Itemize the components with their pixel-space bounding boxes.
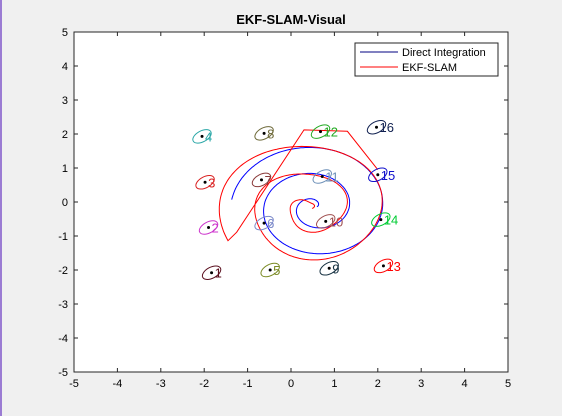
- y-tick-label: -2: [58, 265, 68, 277]
- x-tick-label: -4: [113, 378, 123, 390]
- landmark-label: 8: [267, 126, 274, 141]
- x-tick-label: -5: [69, 378, 79, 390]
- legend: Direct Integration EKF-SLAM: [354, 42, 499, 77]
- landmark-point: [262, 221, 266, 225]
- landmark-label: 7: [264, 173, 271, 188]
- landmark-10: 10: [316, 214, 343, 229]
- landmark-label: 4: [205, 129, 212, 144]
- y-tick-label: 0: [62, 197, 68, 209]
- landmark-ellipse: [366, 119, 387, 135]
- landmark-3: 3: [195, 175, 215, 190]
- y-tick-label: -5: [58, 367, 68, 379]
- landmark-label: 16: [379, 120, 393, 135]
- landmark-ellipse: [312, 169, 332, 184]
- landmark-15: 15: [368, 167, 395, 183]
- landmark-ellipse: [260, 262, 280, 278]
- landmark-ellipse: [316, 214, 336, 229]
- landmark-ellipse: [251, 172, 272, 188]
- landmark-point: [200, 134, 204, 138]
- landmark-point: [203, 180, 207, 184]
- trajectories: [218, 129, 384, 261]
- y-tick-label: -1: [58, 231, 68, 243]
- y-tick-label: 1: [62, 163, 68, 175]
- landmark-6: 6: [254, 215, 274, 231]
- x-tick-label: -2: [199, 378, 209, 390]
- landmark-point: [262, 131, 266, 135]
- landmark-point: [381, 264, 385, 268]
- landmark-label: 14: [384, 213, 398, 228]
- landmark-ellipse: [310, 124, 331, 139]
- landmark-label: 10: [329, 214, 343, 229]
- landmark-ellipse: [371, 212, 391, 227]
- legend-label-direct: Direct Integration: [402, 47, 486, 59]
- landmark-label: 2: [212, 221, 219, 236]
- legend-label-ekf: EKF-SLAM: [402, 62, 457, 74]
- landmark-point: [324, 219, 328, 223]
- landmark-9: 9: [319, 261, 339, 276]
- landmark-point: [320, 175, 324, 178]
- y-tick-label: -4: [58, 333, 68, 345]
- landmark-point: [374, 125, 378, 129]
- landmark-point: [327, 266, 331, 270]
- x-tick-label: 2: [375, 378, 381, 390]
- x-tick-label: -3: [156, 378, 166, 390]
- x-tick-label: 0: [288, 378, 294, 390]
- x-tick-label: 1: [331, 378, 337, 390]
- landmark-14: 14: [371, 212, 398, 228]
- landmark-4: 4: [192, 129, 212, 144]
- landmark-point: [210, 271, 214, 275]
- landmark-ellipse: [319, 261, 339, 276]
- y-tick-label: 5: [62, 27, 68, 39]
- landmark-point: [319, 130, 323, 134]
- y-tick-label: -3: [58, 299, 68, 311]
- landmark-ellipse: [254, 215, 274, 231]
- landmark-point: [379, 218, 383, 222]
- landmark-2: 2: [198, 220, 219, 236]
- landmark-label: 9: [332, 261, 339, 276]
- landmark-point: [376, 173, 380, 177]
- landmark-label: 12: [324, 125, 338, 140]
- x-tick-label: 5: [505, 378, 511, 390]
- landmark-label: 13: [386, 259, 400, 274]
- landmark-11: 11: [312, 169, 339, 185]
- landmark-point: [268, 268, 272, 272]
- landmark-point: [207, 226, 211, 229]
- landmark-label: 3: [208, 175, 215, 190]
- y-tick-label: 3: [62, 95, 68, 107]
- x-tick-label: -1: [243, 378, 253, 390]
- legend-box: [354, 42, 499, 77]
- axes-box: [73, 31, 509, 373]
- landmark-ellipse: [192, 129, 212, 144]
- landmark-8: 8: [254, 126, 274, 141]
- landmark-label: 6: [267, 216, 274, 231]
- landmark-7: 7: [251, 172, 272, 188]
- landmark-label: 5: [273, 263, 280, 278]
- landmark-point: [259, 178, 263, 182]
- ekf-slam-line: [218, 129, 383, 261]
- x-tick-label: 4: [462, 378, 468, 390]
- y-tick-label: 4: [62, 61, 68, 73]
- landmark-label: 1: [215, 266, 222, 281]
- landmark-ellipse: [373, 258, 394, 274]
- chart-title: EKF-SLAM-Visual: [236, 12, 346, 27]
- x-tick-label: 3: [418, 378, 424, 390]
- landmark-ellipse: [254, 126, 274, 141]
- landmark-12: 12: [310, 124, 338, 140]
- landmark-5: 5: [260, 262, 280, 278]
- window-edge: [0, 0, 2, 416]
- y-tick-label: 2: [62, 129, 68, 141]
- landmark-ellipse: [368, 167, 388, 183]
- landmark-13: 13: [373, 258, 401, 274]
- landmark-ellipse: [198, 220, 219, 235]
- landmark-label: 11: [325, 170, 339, 185]
- landmark-ellipse: [195, 175, 215, 190]
- landmark-1: 1: [201, 265, 222, 281]
- landmark-label: 15: [381, 168, 395, 183]
- landmark-ellipse: [201, 265, 222, 280]
- landmark-16: 16: [366, 119, 394, 135]
